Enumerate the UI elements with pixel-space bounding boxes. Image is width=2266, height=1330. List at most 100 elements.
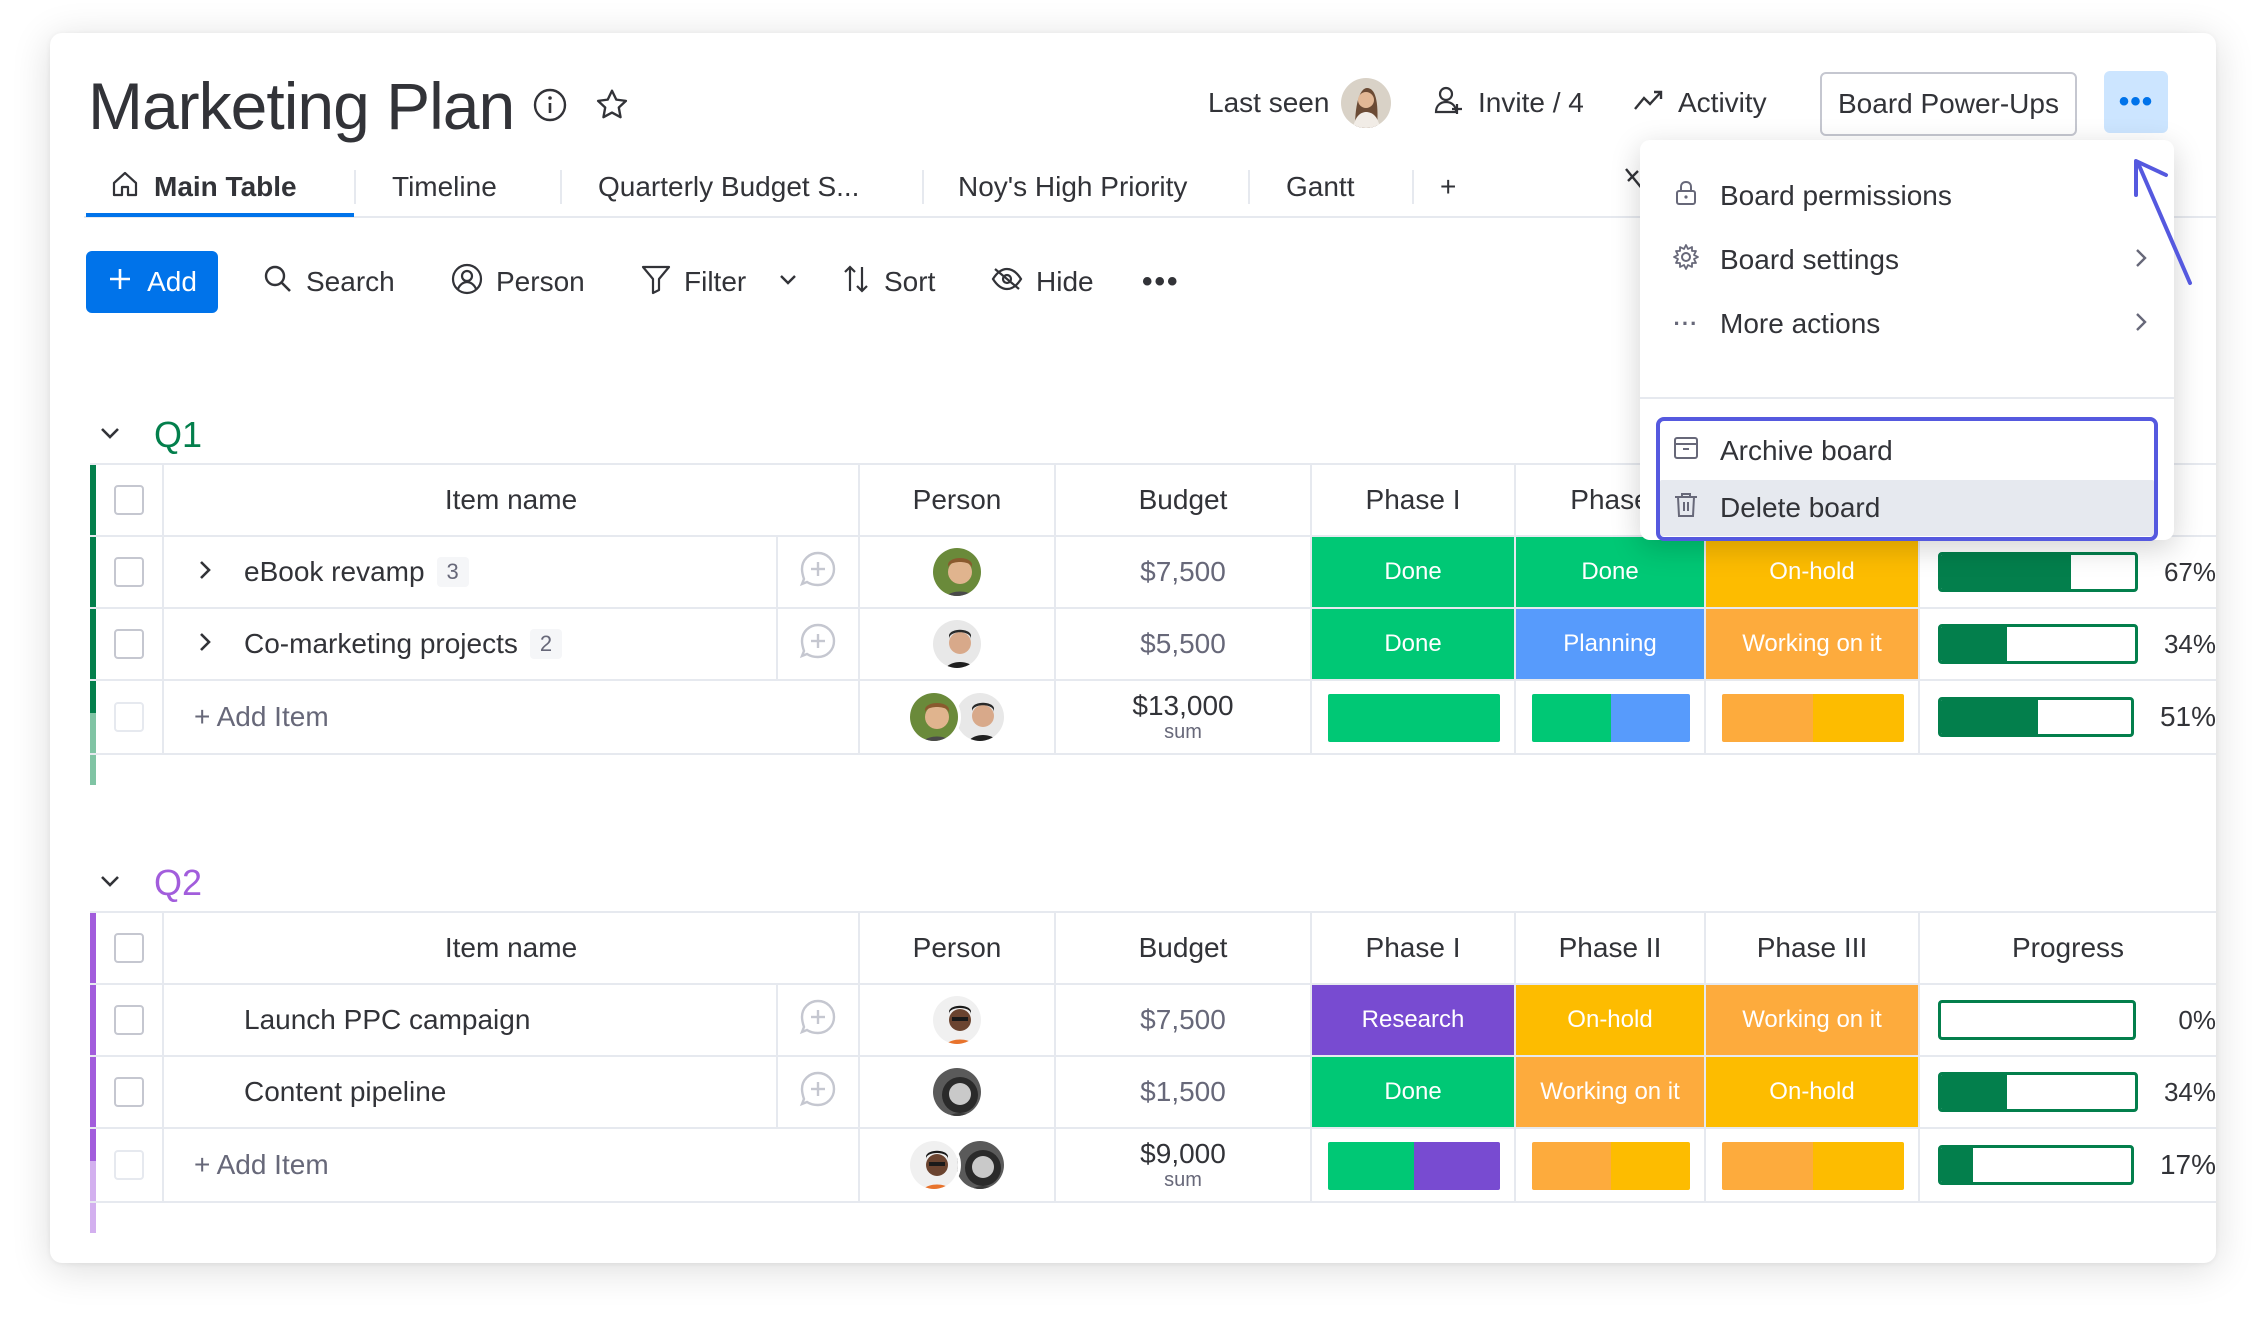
person-filter-button[interactable]: Person	[450, 251, 585, 313]
hide-button[interactable]: Hide	[990, 251, 1094, 313]
phase2-status[interactable]: On-hold	[1516, 985, 1706, 1055]
status-summary-bar	[1328, 694, 1500, 742]
filter-dropdown-button[interactable]	[776, 251, 800, 313]
conversation-cell[interactable]	[776, 609, 860, 679]
person-cell[interactable]	[860, 609, 1056, 679]
item-name-cell[interactable]: Content pipeline	[164, 1057, 776, 1127]
menu-item-delete-board[interactable]: Delete board	[1672, 480, 1880, 536]
tab-gantt[interactable]: Gantt	[1286, 171, 1355, 202]
budget-cell[interactable]: $7,500	[1056, 985, 1312, 1055]
add-item-input[interactable]: + Add Item	[164, 681, 860, 753]
active-tab-indicator	[86, 213, 354, 217]
table-row[interactable]: eBook revamp 3 $7,500 Done Done On-hold …	[90, 537, 2216, 609]
row-checkbox[interactable]	[114, 1077, 144, 1107]
phase3-status[interactable]: Working on it	[1706, 609, 1920, 679]
menu-item-board-permissions[interactable]: Board permissions	[1672, 168, 1952, 224]
group-title[interactable]: Q2	[154, 862, 203, 903]
menu-item-archive-board[interactable]: Archive board	[1672, 423, 1893, 479]
invite-button[interactable]: Invite / 4	[1432, 73, 1584, 133]
row-checkbox[interactable]	[114, 629, 144, 659]
group-header-q2[interactable]: Q2	[96, 858, 202, 908]
select-all-checkbox[interactable]	[114, 485, 144, 515]
budget-cell[interactable]: $5,500	[1056, 609, 1312, 679]
tab-quarterly-budget[interactable]: Quarterly Budget S...	[598, 171, 860, 202]
star-icon[interactable]	[590, 83, 634, 127]
budget-cell[interactable]: $7,500	[1056, 537, 1312, 607]
row-select-cell	[96, 681, 164, 753]
conversation-cell[interactable]	[776, 985, 860, 1055]
column-header-phase1[interactable]: Phase I	[1312, 913, 1516, 983]
info-icon[interactable]	[530, 85, 570, 125]
conversation-cell[interactable]	[776, 1057, 860, 1127]
sort-button[interactable]: Sort	[840, 251, 935, 313]
phase2-status[interactable]: Done	[1516, 537, 1706, 607]
add-button[interactable]: Add	[86, 251, 218, 313]
item-name-cell[interactable]: eBook revamp 3	[164, 537, 776, 607]
column-header-phase3[interactable]: Phase III	[1706, 913, 1920, 983]
column-header-item[interactable]: Item name	[164, 913, 860, 983]
row-checkbox	[114, 1150, 144, 1180]
subitems-count-badge[interactable]: 2	[529, 629, 563, 659]
column-header-progress[interactable]: Progress	[2011, 932, 2125, 963]
column-header-person[interactable]: Person	[860, 465, 1056, 535]
search-button[interactable]: Search	[262, 251, 395, 313]
board-powerups-button[interactable]: Board Power-Ups	[1820, 72, 2077, 136]
item-name[interactable]: Launch PPC campaign	[244, 1004, 531, 1035]
expand-chevron-icon[interactable]	[194, 628, 216, 660]
add-item-input[interactable]: + Add Item	[164, 1129, 860, 1201]
phase1-status[interactable]: Research	[1312, 985, 1516, 1055]
tab-main-table[interactable]: Main Table	[110, 162, 297, 212]
tab-noys-high-priority[interactable]: Noy's High Priority	[958, 171, 1188, 202]
column-header-budget[interactable]: Budget	[1056, 913, 1312, 983]
person-cell[interactable]	[860, 1057, 1056, 1127]
phase2-status[interactable]: Working on it	[1516, 1057, 1706, 1127]
row-checkbox[interactable]	[114, 557, 144, 587]
tab-timeline[interactable]: Timeline	[392, 171, 497, 202]
menu-item-board-settings[interactable]: Board settings	[1672, 232, 2152, 288]
phase1-status[interactable]: Done	[1312, 1057, 1516, 1127]
group-title[interactable]: Q1	[154, 414, 203, 455]
person-cell[interactable]	[860, 985, 1056, 1055]
toolbar-more-button[interactable]: •••	[1142, 265, 1180, 298]
last-seen[interactable]: Last seen	[1208, 73, 1392, 133]
item-name-cell[interactable]: Launch PPC campaign	[164, 985, 776, 1055]
menu-item-more-actions[interactable]: ··· More actions	[1672, 296, 2152, 352]
activity-button[interactable]: Activity	[1632, 73, 1767, 133]
item-name-cell[interactable]: Co-marketing projects 2	[164, 609, 776, 679]
table-row[interactable]: Launch PPC campaign $7,500 Research On-h…	[90, 985, 2216, 1057]
add-update-icon[interactable]	[798, 1069, 838, 1116]
phase3-status[interactable]: On-hold	[1706, 537, 1920, 607]
table-row[interactable]: Content pipeline $1,500 Done Working on …	[90, 1057, 2216, 1129]
chevron-down-icon[interactable]	[96, 414, 124, 456]
phase1-status[interactable]: Done	[1312, 609, 1516, 679]
item-name[interactable]: eBook revamp	[244, 556, 425, 587]
chevron-down-icon[interactable]	[96, 862, 124, 904]
tab-label: Main Table	[154, 171, 297, 202]
column-header-item[interactable]: Item name	[164, 465, 860, 535]
person-cell[interactable]	[860, 537, 1056, 607]
add-update-icon[interactable]	[798, 621, 838, 668]
phase2-status[interactable]: Planning	[1516, 609, 1706, 679]
add-update-icon[interactable]	[798, 549, 838, 596]
add-view-button[interactable]: +	[1440, 171, 1457, 202]
budget-cell[interactable]: $1,500	[1056, 1057, 1312, 1127]
column-header-budget[interactable]: Budget	[1056, 465, 1312, 535]
conversation-cell[interactable]	[776, 537, 860, 607]
item-name[interactable]: Content pipeline	[244, 1076, 447, 1107]
row-checkbox[interactable]	[114, 1005, 144, 1035]
group-header-q1[interactable]: Q1	[96, 410, 202, 460]
select-all-checkbox[interactable]	[114, 933, 144, 963]
phase3-status[interactable]: Working on it	[1706, 985, 1920, 1055]
board-menu-button[interactable]: •••	[2104, 71, 2168, 133]
table-row[interactable]: Co-marketing projects 2 $5,500 Done Plan…	[90, 609, 2216, 681]
add-update-icon[interactable]	[798, 997, 838, 1044]
filter-button[interactable]: Filter	[640, 251, 746, 313]
phase1-status[interactable]: Done	[1312, 537, 1516, 607]
subitems-count-badge[interactable]: 3	[436, 557, 469, 587]
column-header-phase1[interactable]: Phase I	[1312, 465, 1516, 535]
column-header-phase2[interactable]: Phase II	[1516, 913, 1706, 983]
phase3-status[interactable]: On-hold	[1706, 1057, 1920, 1127]
column-header-person[interactable]: Person	[860, 913, 1056, 983]
expand-chevron-icon[interactable]	[194, 556, 216, 588]
item-name[interactable]: Co-marketing projects	[244, 628, 518, 659]
